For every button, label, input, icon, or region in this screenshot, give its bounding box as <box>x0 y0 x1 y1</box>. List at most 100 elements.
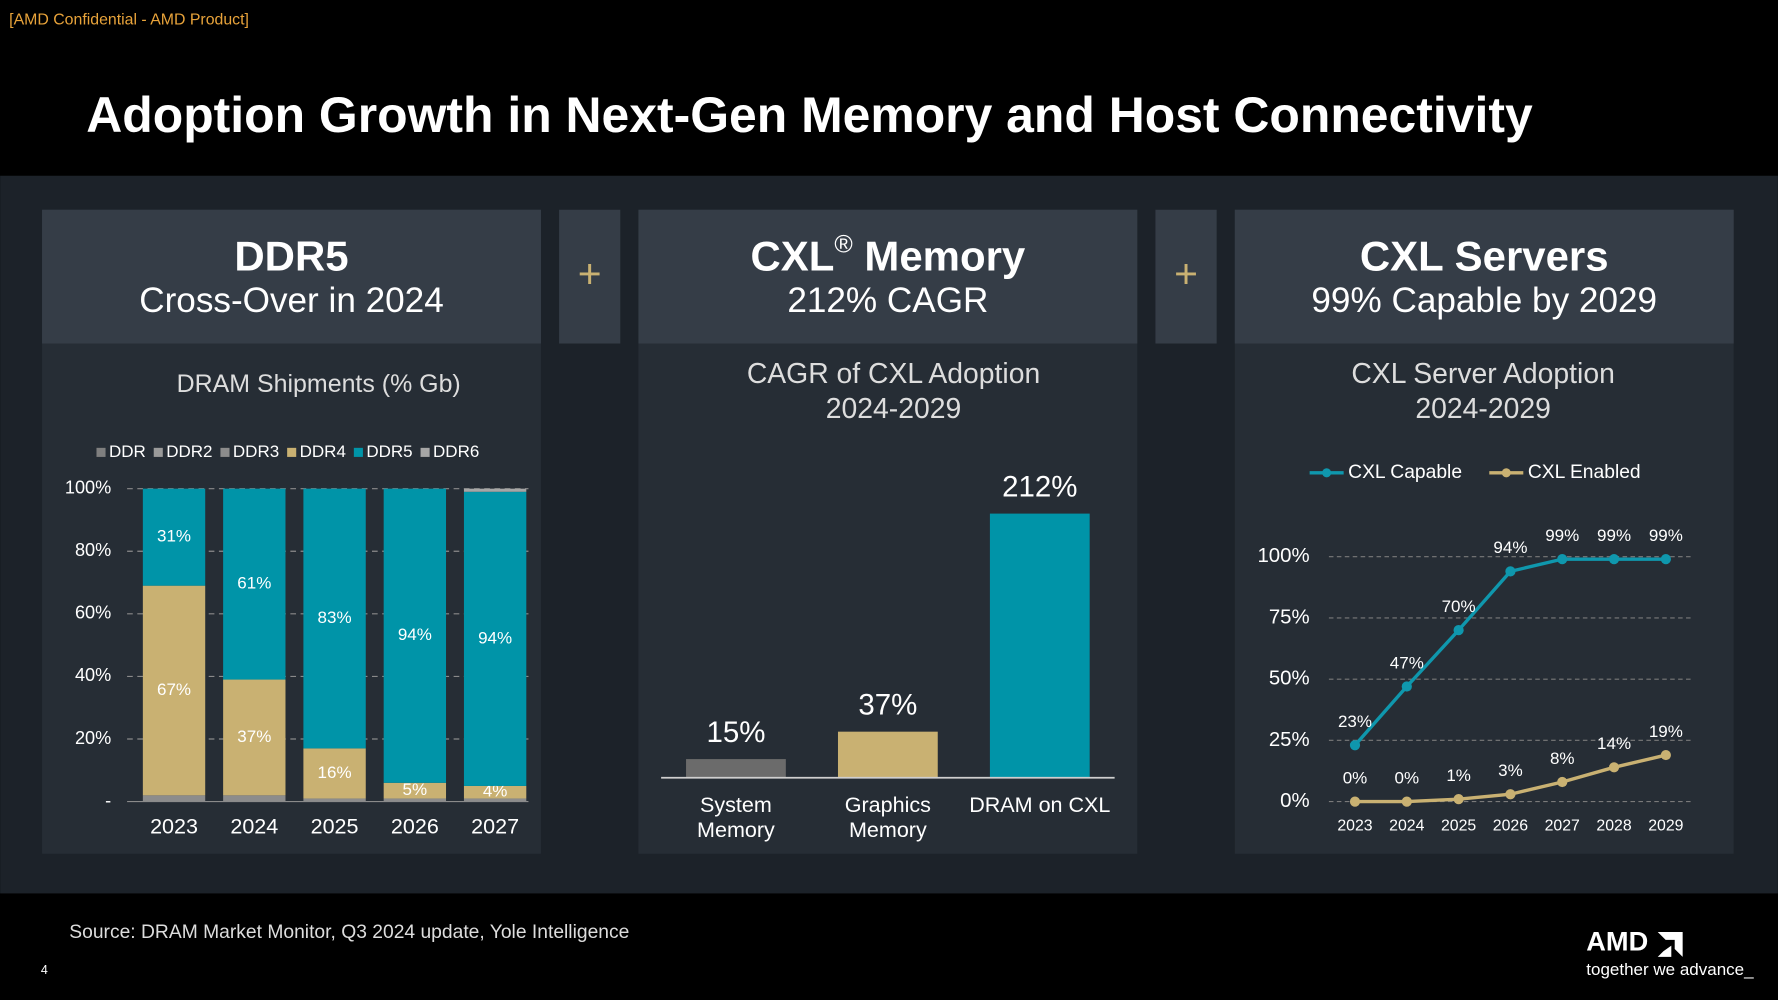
y-tick-label: 80% <box>75 540 111 560</box>
data-label: 70% <box>1442 597 1476 616</box>
data-label: 99% <box>1649 526 1683 545</box>
connector-box <box>1155 209 1217 344</box>
chart-title: DRAM Shipments (% Gb) <box>177 370 461 398</box>
data-label: 94% <box>1493 538 1527 557</box>
panel-subheading: Cross-Over in 2024 <box>139 281 444 320</box>
legend-label: DDR4 <box>300 442 346 461</box>
bar <box>837 731 938 778</box>
data-label: 99% <box>1545 526 1579 545</box>
legend-label: DDR2 <box>166 442 212 461</box>
bar-segment <box>223 795 286 802</box>
bar-segment <box>463 491 527 786</box>
data-label: 5% <box>403 780 428 799</box>
legend-marker <box>1322 468 1332 478</box>
y-tick-label: 50% <box>1269 668 1310 690</box>
bar-segment <box>463 488 527 492</box>
bar-segment <box>223 488 286 680</box>
data-label: 47% <box>1390 653 1424 672</box>
point <box>1349 740 1361 751</box>
panel-header <box>1234 209 1734 344</box>
bar-segment <box>142 585 206 796</box>
x-tick-label: 2023 <box>1337 818 1372 835</box>
data-label: 4% <box>483 782 508 801</box>
x-tick-label: DRAM on CXL <box>969 793 1110 817</box>
x-tick-label: 2026 <box>391 814 439 838</box>
point <box>1608 762 1620 773</box>
x-tick-label: 2024 <box>1389 818 1424 835</box>
legend-swatch <box>420 447 430 457</box>
data-label: 14% <box>1597 734 1631 753</box>
chart-title: 2024-2029 <box>1415 393 1550 425</box>
legend-swatch <box>220 447 230 457</box>
point <box>1401 681 1412 692</box>
data-label: 0% <box>1343 768 1368 787</box>
panel-heading: CXL Servers <box>1360 233 1609 280</box>
connector-box <box>559 209 621 344</box>
legend-label: DDR6 <box>433 442 479 461</box>
x-tick-label: 2025 <box>1441 818 1476 835</box>
point <box>1453 625 1464 636</box>
point <box>1505 789 1516 800</box>
point <box>1505 566 1516 577</box>
x-tick-label: 2027 <box>1545 818 1580 835</box>
x-tick-label: 2025 <box>311 814 359 838</box>
data-label: 23% <box>1338 712 1372 731</box>
data-label: 37% <box>858 689 917 722</box>
chart-title: 2024-2029 <box>826 393 961 425</box>
connector-plus: + <box>1174 250 1198 296</box>
x-tick-label: 2026 <box>1493 818 1528 835</box>
panel-header <box>638 209 1138 344</box>
x-tick-label: 2029 <box>1648 818 1683 835</box>
data-label: 0% <box>1395 768 1420 787</box>
legend-label: CXL Capable <box>1348 462 1462 483</box>
y-tick-label: 100% <box>65 477 111 497</box>
point <box>1557 554 1568 565</box>
data-label: 15% <box>706 716 765 749</box>
legend-label: CXL Enabled <box>1528 462 1641 483</box>
bar <box>686 759 786 778</box>
point <box>1660 749 1671 761</box>
data-label: 83% <box>318 608 352 627</box>
point <box>1557 776 1568 788</box>
data-label: 19% <box>1649 722 1683 741</box>
connector-plus: + <box>578 250 602 296</box>
legend-swatch <box>287 447 297 457</box>
panel-subheading: 99% Capable by 2029 <box>1311 281 1657 320</box>
chart-title: CXL Server Adoption <box>1351 358 1615 390</box>
legend-swatch <box>96 447 106 457</box>
y-tick-label: 25% <box>1269 729 1310 751</box>
y-tick-label: 20% <box>75 728 111 748</box>
y-tick-label: 100% <box>1257 545 1309 567</box>
bar-segment <box>142 795 206 802</box>
legend-label: DDR5 <box>366 442 412 461</box>
y-tick-label: - <box>105 790 111 810</box>
chart-title: CAGR of CXL Adoption <box>747 358 1040 390</box>
legend-swatch <box>153 447 163 457</box>
x-tick-label: System Memory <box>697 793 775 842</box>
y-tick-label: 0% <box>1280 790 1309 812</box>
bar-segment <box>303 798 366 802</box>
point <box>1453 794 1464 805</box>
data-label: 67% <box>157 680 191 699</box>
amd-logo-arrow <box>1657 931 1683 957</box>
confidential-label: [AMD Confidential - AMD Product] <box>9 12 249 29</box>
point <box>1660 554 1671 565</box>
panel-heading: CXL® Memory <box>751 230 1026 279</box>
data-label: 3% <box>1498 761 1523 780</box>
tagline: together we advance_ <box>1586 960 1754 979</box>
point <box>1608 554 1620 565</box>
x-tick-label: 2028 <box>1596 818 1631 835</box>
bar-segment <box>303 748 366 799</box>
data-label: 94% <box>478 628 512 647</box>
y-tick-label: 60% <box>75 603 111 623</box>
data-label: 31% <box>157 527 191 546</box>
data-label: 212% <box>1002 470 1077 503</box>
data-label: 61% <box>237 574 271 593</box>
x-tick-label: Graphics Memory <box>845 793 931 842</box>
data-label: 8% <box>1550 749 1575 768</box>
page-number: 4 <box>41 963 48 977</box>
data-label: 94% <box>398 625 432 644</box>
data-label: 1% <box>1446 766 1471 785</box>
bar-segment <box>383 488 447 783</box>
